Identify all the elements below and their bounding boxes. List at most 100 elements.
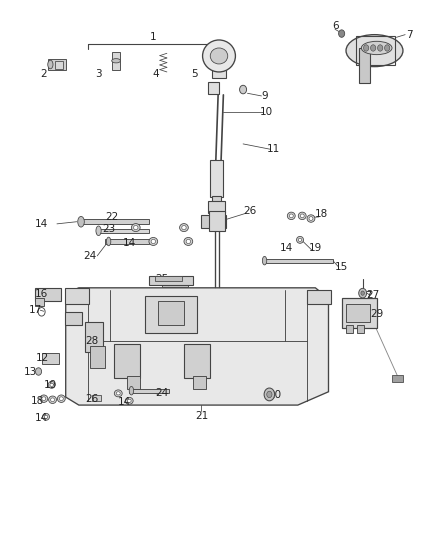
Bar	[217, 215, 226, 228]
Bar	[208, 82, 219, 94]
Ellipse shape	[361, 41, 392, 55]
Text: 28: 28	[85, 336, 99, 346]
Bar	[357, 325, 364, 333]
Text: 10: 10	[260, 107, 273, 117]
Bar	[112, 52, 120, 70]
Text: 9: 9	[261, 91, 268, 101]
Text: 4: 4	[152, 69, 159, 78]
Bar	[92, 395, 101, 401]
Bar	[392, 375, 403, 382]
Ellipse shape	[106, 237, 111, 246]
Polygon shape	[66, 288, 328, 405]
Bar	[201, 215, 210, 228]
Bar	[263, 259, 333, 263]
Text: 19: 19	[44, 380, 57, 390]
Ellipse shape	[57, 395, 65, 402]
Bar	[212, 62, 226, 78]
Ellipse shape	[48, 60, 53, 69]
Bar	[208, 201, 225, 213]
Ellipse shape	[300, 214, 304, 217]
Ellipse shape	[116, 392, 120, 395]
Text: 14: 14	[35, 414, 48, 423]
Text: 23: 23	[102, 224, 115, 234]
Bar	[158, 301, 184, 325]
Ellipse shape	[40, 395, 48, 402]
Text: 12: 12	[36, 353, 49, 363]
Ellipse shape	[186, 239, 191, 244]
Bar	[35, 298, 44, 306]
Text: 14: 14	[123, 238, 136, 247]
Bar	[346, 304, 370, 322]
Bar	[129, 389, 169, 393]
Text: 13: 13	[24, 367, 37, 376]
Ellipse shape	[182, 225, 186, 230]
Ellipse shape	[96, 226, 101, 236]
Text: 7: 7	[406, 30, 413, 39]
Bar	[149, 276, 193, 285]
Ellipse shape	[290, 214, 293, 217]
Ellipse shape	[129, 386, 134, 395]
Bar	[155, 276, 182, 281]
Bar	[90, 346, 105, 368]
Text: 22: 22	[105, 212, 118, 222]
Ellipse shape	[180, 224, 188, 232]
Circle shape	[371, 45, 376, 51]
Ellipse shape	[202, 40, 236, 72]
Bar	[212, 196, 221, 204]
Bar	[96, 229, 149, 233]
Text: 2: 2	[40, 69, 47, 78]
Text: 29: 29	[370, 310, 383, 319]
Ellipse shape	[50, 383, 53, 386]
Bar	[162, 279, 188, 287]
Ellipse shape	[49, 396, 57, 403]
Circle shape	[264, 388, 275, 401]
Text: 19: 19	[309, 243, 322, 253]
Ellipse shape	[262, 256, 267, 265]
Ellipse shape	[50, 398, 54, 402]
Text: 29: 29	[361, 307, 374, 317]
Bar	[65, 288, 89, 304]
Text: 21: 21	[195, 411, 208, 421]
Text: 16: 16	[35, 289, 48, 299]
Bar	[79, 219, 149, 224]
Bar	[35, 288, 61, 301]
Ellipse shape	[48, 382, 55, 388]
Bar	[209, 211, 225, 231]
Circle shape	[339, 30, 345, 37]
Ellipse shape	[297, 237, 304, 243]
Ellipse shape	[44, 415, 48, 418]
Circle shape	[359, 288, 367, 298]
Text: 17: 17	[28, 305, 42, 315]
Bar	[127, 376, 140, 389]
Bar	[65, 312, 82, 325]
Bar	[145, 296, 197, 333]
Bar	[55, 61, 63, 69]
Text: 27: 27	[359, 291, 372, 301]
Ellipse shape	[78, 216, 84, 227]
Text: 6: 6	[332, 21, 339, 30]
Bar	[359, 48, 370, 83]
Ellipse shape	[127, 399, 131, 402]
Text: 11: 11	[267, 144, 280, 154]
Ellipse shape	[287, 212, 295, 220]
Ellipse shape	[309, 217, 313, 221]
Text: 27: 27	[367, 290, 380, 300]
Circle shape	[240, 85, 247, 94]
Text: 3: 3	[95, 69, 102, 78]
Ellipse shape	[298, 212, 306, 220]
Text: 24: 24	[155, 389, 169, 398]
Text: 26: 26	[243, 206, 256, 215]
Circle shape	[378, 45, 383, 51]
Text: 18: 18	[31, 396, 44, 406]
Bar	[48, 59, 66, 70]
Ellipse shape	[131, 224, 140, 232]
Ellipse shape	[60, 397, 63, 401]
Text: 5: 5	[191, 69, 198, 78]
Ellipse shape	[42, 414, 49, 420]
Text: 15: 15	[335, 262, 348, 271]
Circle shape	[364, 45, 369, 51]
Bar	[85, 322, 103, 352]
Circle shape	[35, 368, 42, 375]
Ellipse shape	[134, 225, 138, 230]
Bar	[42, 353, 59, 364]
